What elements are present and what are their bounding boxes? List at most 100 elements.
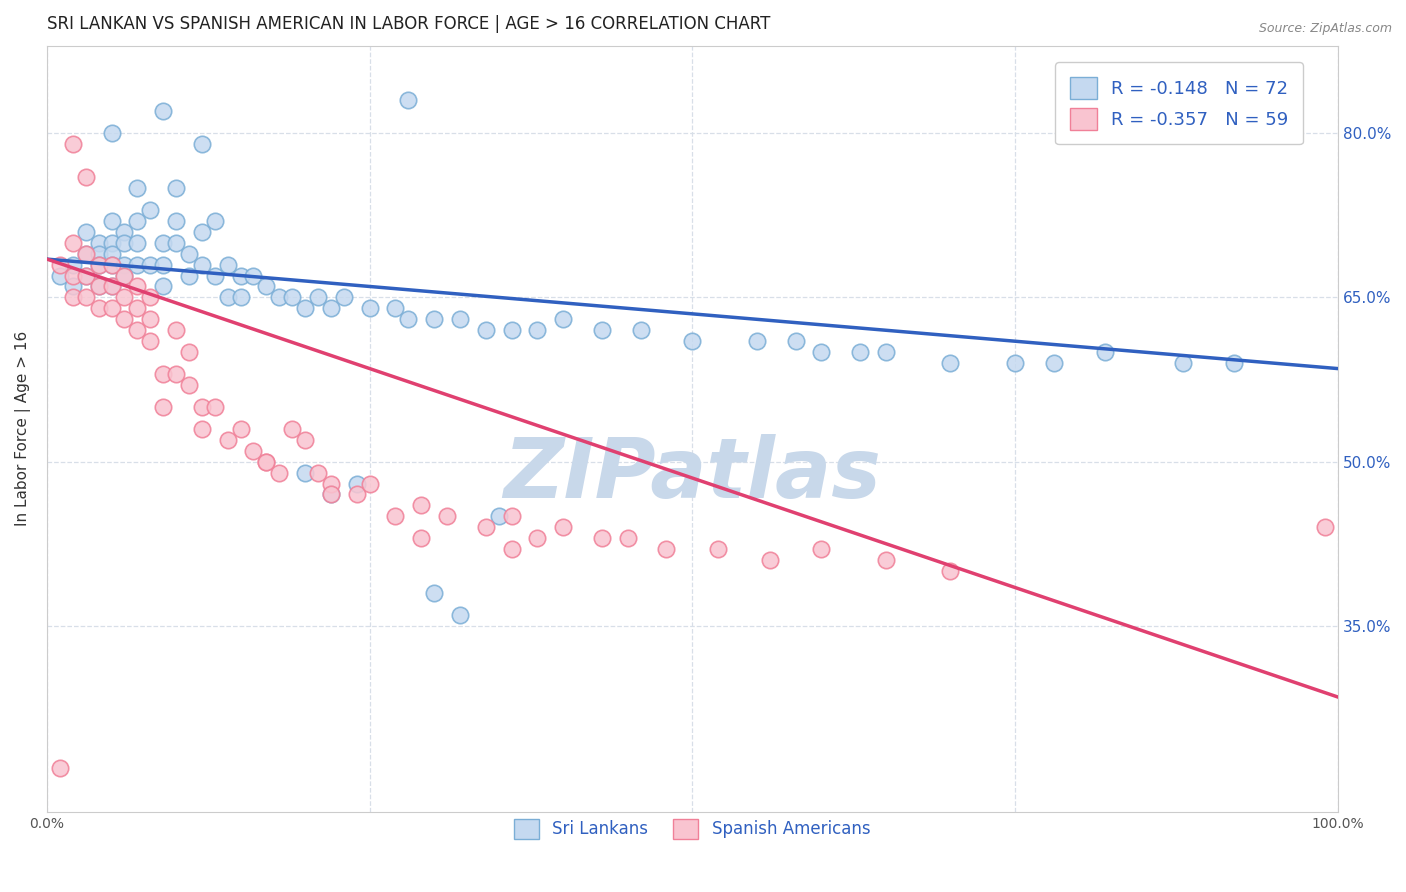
Point [87,279,110,293]
Point [62,279,84,293]
Point [488,509,510,524]
Point [112,225,135,239]
Point [152,258,174,272]
Point [177,345,200,359]
Point [707,542,730,557]
Point [758,553,780,567]
Point [112,290,135,304]
Point [396,94,419,108]
Point [630,323,652,337]
Point [396,312,419,326]
Point [655,542,678,557]
Point [139,258,162,272]
Point [449,312,471,326]
Point [319,487,342,501]
Point [204,268,226,283]
Point [384,301,406,316]
Point [346,476,368,491]
Point [384,509,406,524]
Point [75,169,97,184]
Point [75,268,97,283]
Point [501,323,523,337]
Point [87,258,110,272]
Point [165,367,187,381]
Point [177,378,200,392]
Point [475,323,498,337]
Point [75,225,97,239]
Point [152,104,174,119]
Point [359,301,381,316]
Point [810,345,832,359]
Point [745,334,768,349]
Point [87,246,110,260]
Point [62,258,84,272]
Point [501,509,523,524]
Point [254,279,277,293]
Point [1004,356,1026,370]
Point [319,487,342,501]
Point [191,258,214,272]
Point [254,454,277,468]
Point [307,466,329,480]
Point [177,268,200,283]
Point [62,290,84,304]
Point [100,301,122,316]
Point [112,268,135,283]
Point [875,345,897,359]
Legend: Sri Lankans, Spanish Americans: Sri Lankans, Spanish Americans [508,812,877,846]
Point [217,258,239,272]
Point [127,235,149,250]
Point [242,443,264,458]
Point [217,290,239,304]
Point [152,400,174,414]
Point [100,258,122,272]
Point [1094,345,1116,359]
Point [75,246,97,260]
Point [475,520,498,534]
Point [165,323,187,337]
Point [229,268,252,283]
Point [112,258,135,272]
Point [152,235,174,250]
Point [127,258,149,272]
Point [165,214,187,228]
Point [553,312,575,326]
Point [1171,356,1194,370]
Point [526,531,548,545]
Point [333,290,356,304]
Point [139,312,162,326]
Point [127,279,149,293]
Point [591,531,613,545]
Point [681,334,703,349]
Point [191,137,214,152]
Point [294,301,316,316]
Point [1313,520,1336,534]
Y-axis label: In Labor Force | Age > 16: In Labor Force | Age > 16 [15,331,31,526]
Point [112,268,135,283]
Point [62,268,84,283]
Point [165,181,187,195]
Point [346,487,368,501]
Point [87,235,110,250]
Point [501,542,523,557]
Point [281,422,304,436]
Point [75,268,97,283]
Point [100,258,122,272]
Point [939,564,962,578]
Point [810,542,832,557]
Point [939,356,962,370]
Point [436,509,458,524]
Point [319,301,342,316]
Point [281,290,304,304]
Text: ZIPatlas: ZIPatlas [503,434,882,516]
Point [49,258,72,272]
Point [616,531,638,545]
Point [204,214,226,228]
Point [875,553,897,567]
Point [191,400,214,414]
Point [191,225,214,239]
Point [204,400,226,414]
Point [100,126,122,140]
Point [75,290,97,304]
Point [411,499,433,513]
